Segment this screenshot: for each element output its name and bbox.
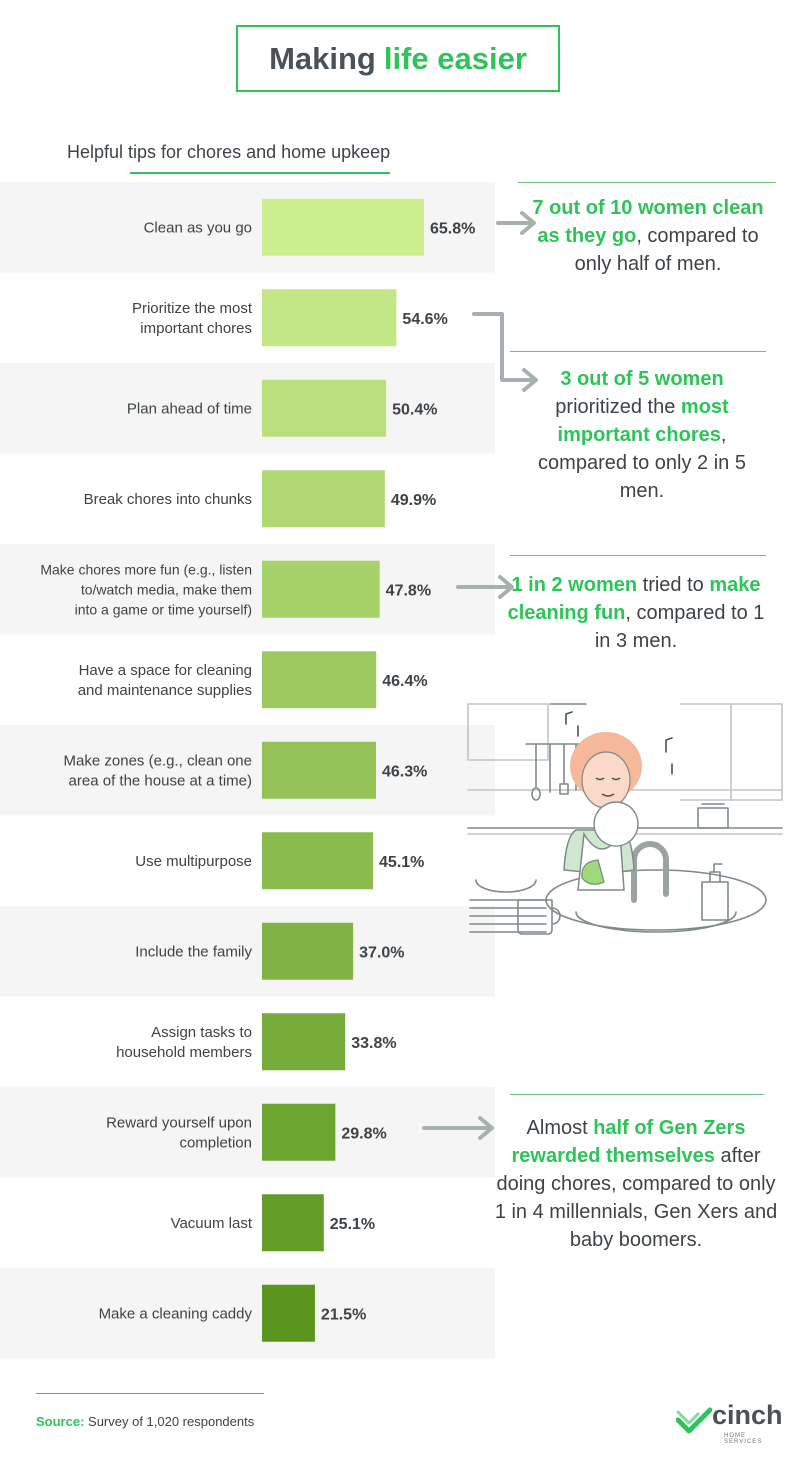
category-label: Assign tasks to [151, 1024, 252, 1041]
category-label: important chores [140, 320, 252, 337]
annotation-3-text-1: tried to [637, 574, 710, 596]
checkmark-icon [676, 1407, 712, 1434]
row-stripe [0, 1268, 495, 1359]
value-label: 46.4% [382, 673, 427, 690]
value-label: 65.8% [430, 220, 475, 237]
annotation-1: 7 out of 10 women clean as they go, comp… [528, 194, 768, 278]
dishwashing-illustration [467, 703, 783, 935]
value-label: 45.1% [379, 854, 424, 871]
annotation-4-text-0: Almost [526, 1117, 594, 1139]
annotation-4-text-1: after doing chores, compared to only 1 i… [494, 1145, 778, 1251]
category-label: and maintenance supplies [78, 682, 252, 699]
annotation-2-highlight-2: most important chores [557, 396, 729, 446]
category-label: Reward yourself upon [106, 1114, 252, 1131]
logo-subtext: HOME SERVICES [724, 1433, 763, 1445]
annotation-2-highlight-1: 3 out of 5 women [560, 368, 724, 390]
category-label: Prioritize the most [132, 300, 253, 317]
annotation-3-text-2: , compared to 1 in 3 men. [594, 602, 765, 652]
title-part-2: life easier [383, 40, 527, 76]
annotation-2-text-2: , compared to only 2 in 5 men. [538, 424, 746, 502]
bar [262, 832, 374, 890]
row-stripe [0, 363, 495, 454]
value-label: 50.4% [392, 401, 437, 418]
value-label: 29.8% [341, 1125, 386, 1142]
chart-subtitle: Helpful tips for chores and home upkeep [67, 142, 391, 162]
bar [262, 1194, 324, 1252]
bar [262, 1284, 315, 1342]
annotation-1-highlight: 7 out of 10 women clean as they go [532, 197, 764, 247]
annotation-2-text-1: prioritized the [555, 396, 681, 418]
arrow-1 [496, 211, 536, 235]
bar [262, 379, 387, 437]
value-label: 21.5% [321, 1306, 366, 1323]
category-label: Include the family [135, 943, 252, 960]
value-label: 54.6% [402, 311, 447, 328]
value-label: 47.8% [386, 582, 431, 599]
source-rule [36, 1393, 264, 1394]
category-label: into a game or time yourself) [75, 601, 252, 617]
value-label: 49.9% [391, 492, 436, 509]
category-label: Make chores more fun (e.g., listen [40, 561, 252, 577]
value-label: 46.3% [382, 763, 427, 780]
row-stripe [0, 725, 495, 816]
bar [262, 470, 385, 528]
bar [262, 198, 424, 256]
bar [262, 922, 354, 980]
title-part-1: Making [269, 40, 376, 76]
cinch-logo: cinch HOME SERVICES [676, 1400, 786, 1445]
arrow-4 [422, 1116, 494, 1140]
value-label: 25.1% [330, 1216, 375, 1233]
source-label: Source: [36, 1414, 85, 1429]
category-label: Clean as you go [144, 219, 252, 236]
row-stripe [0, 544, 495, 635]
page-title: Making life easier [236, 25, 560, 92]
category-label: Plan ahead of time [127, 400, 252, 417]
annotation-3: 1 in 2 women tried to make cleaning fun,… [506, 571, 766, 655]
category-label: Make a cleaning caddy [99, 1305, 253, 1322]
annotation-4: Almost half of Gen Zers rewarded themsel… [490, 1114, 782, 1254]
arrow-2 [472, 312, 538, 392]
annotation-2: 3 out of 5 women prioritized the most im… [522, 365, 762, 505]
category-label: Use multipurpose [135, 853, 252, 870]
category-label: Break chores into chunks [84, 491, 252, 508]
bar [262, 1013, 346, 1071]
category-label: Have a space for cleaning [79, 662, 252, 679]
bar [262, 289, 397, 347]
annotation-3-highlight-1: 1 in 2 women [511, 574, 638, 596]
annotation-1-text: , compared to only half of men. [574, 225, 759, 275]
bar [262, 560, 380, 618]
category-label: area of the house at a time) [69, 772, 252, 789]
annotation-3-highlight-2: make cleaning fun [507, 574, 761, 624]
logo-wordmark: cinch [712, 1400, 783, 1430]
bar [262, 741, 376, 799]
arrow-3 [456, 575, 514, 599]
source-note: Source: Survey of 1,020 respondents [36, 1414, 254, 1429]
bar [262, 651, 377, 709]
row-stripe [0, 1087, 495, 1178]
source-text: Survey of 1,020 respondents [84, 1414, 255, 1429]
annotation-4-rule [510, 1094, 764, 1095]
bar [262, 1103, 336, 1161]
category-label: household members [116, 1044, 252, 1061]
category-label: Vacuum last [171, 1215, 253, 1232]
annotation-3-rule [510, 555, 766, 556]
subtitle-underline [130, 172, 390, 174]
category-label: completion [179, 1134, 252, 1151]
category-label: Make zones (e.g., clean one [64, 752, 252, 769]
category-label: to/watch media, make them [81, 581, 252, 597]
annotation-2-rule [510, 351, 766, 352]
annotation-1-rule [518, 182, 776, 183]
value-label: 33.8% [351, 1035, 396, 1052]
value-label: 37.0% [359, 944, 404, 961]
annotation-4-highlight: half of Gen Zers rewarded themselves [511, 1117, 746, 1167]
row-stripe [0, 906, 495, 997]
